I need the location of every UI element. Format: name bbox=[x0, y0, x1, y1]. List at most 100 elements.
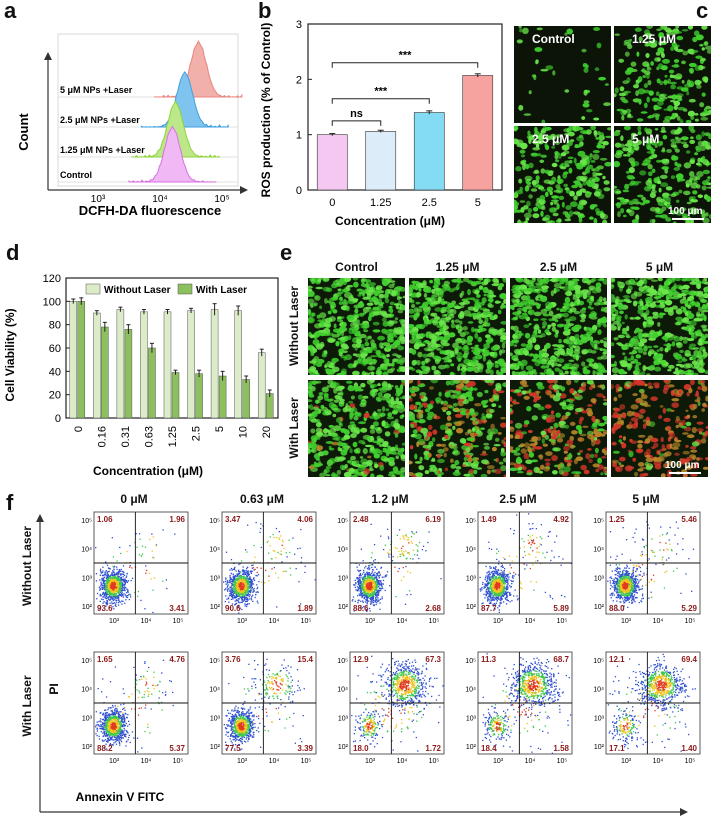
histogram-label-0: 5 μM NPs +Laser bbox=[60, 85, 133, 95]
ytick-d-4: 80 bbox=[49, 320, 61, 332]
xtick-f-1-4-2: 10⁵ bbox=[685, 758, 696, 764]
ytick-f-0-2-3: 10⁵ bbox=[337, 518, 348, 525]
ytick-f-0-1-3: 10⁵ bbox=[209, 518, 220, 525]
histogram-0 bbox=[154, 40, 243, 98]
xtick-f-1-0-1: 10⁴ bbox=[141, 758, 152, 764]
micrograph-e-1-1 bbox=[409, 380, 506, 477]
bar-viability-1-8 bbox=[265, 393, 274, 419]
xtick-f-0-4-0: 10³ bbox=[621, 618, 632, 624]
ytick-d-3: 60 bbox=[49, 343, 61, 355]
quadrant-ul-0-1: 3.47 bbox=[225, 515, 241, 524]
xtick-f-1-3-2: 10⁵ bbox=[557, 758, 568, 764]
quadrant-ur-0-3: 4.92 bbox=[553, 515, 569, 524]
ytick-f-1-4-1: 10³ bbox=[594, 715, 605, 722]
x-tick-2: 10⁵ bbox=[214, 194, 229, 205]
quadrant-ll-1-1: 77.5 bbox=[225, 744, 241, 753]
micrograph-c-label-2: 2.5 μM bbox=[532, 132, 570, 146]
micrograph-c-label-3: 5 μM bbox=[632, 132, 660, 146]
legend-swatch-1 bbox=[177, 283, 193, 295]
ytick-b-1: 1 bbox=[296, 130, 302, 142]
xtick-f-1-1-1: 10⁴ bbox=[269, 758, 280, 764]
bar-viability-0-7 bbox=[234, 310, 242, 419]
micrograph-e-0-0 bbox=[308, 278, 405, 375]
ytick-f-1-0-3: 10⁵ bbox=[81, 658, 92, 665]
quadrant-lr-0-2: 2.68 bbox=[425, 604, 441, 613]
quadrant-lr-1-1: 3.39 bbox=[297, 744, 313, 753]
xtick-f-0-0-1: 10⁴ bbox=[141, 618, 152, 624]
xtick-f-1-2-0: 10³ bbox=[365, 758, 376, 764]
micrograph-c-label-0: Control bbox=[532, 32, 575, 46]
quadrant-lr-0-3: 5.89 bbox=[553, 604, 569, 613]
xtick-f-1-1-2: 10⁵ bbox=[301, 758, 312, 764]
col-header-e-1: 1.25 μM bbox=[435, 260, 480, 274]
ytick-f-1-2-3: 10⁵ bbox=[337, 658, 348, 665]
ytick-f-0-1-1: 10³ bbox=[210, 575, 221, 582]
ytick-f-0-2-2: 10⁴ bbox=[337, 547, 348, 554]
quadrant-ul-1-1: 3.76 bbox=[225, 655, 241, 664]
histogram-label-1: 2.5 μM NPs +Laser bbox=[60, 115, 140, 125]
quadrant-ur-0-4: 5.46 bbox=[681, 515, 697, 524]
ylabel-ros: ROS production (% of Control) bbox=[259, 23, 273, 198]
xtick-f-0-2-1: 10⁴ bbox=[397, 618, 408, 624]
xtick-f-1-2-1: 10⁴ bbox=[397, 758, 408, 764]
histogram-1 bbox=[140, 71, 229, 128]
ytick-f-1-4-2: 10⁴ bbox=[593, 687, 604, 694]
xtick-f-1-4-1: 10⁴ bbox=[653, 758, 664, 764]
xtick-d-4: 1.25 bbox=[167, 426, 179, 447]
panel-label-d: d bbox=[6, 240, 20, 265]
xtick-f-1-0-2: 10⁵ bbox=[173, 758, 184, 764]
xtick-f-0-3-2: 10⁵ bbox=[557, 618, 568, 624]
sig-label-2: *** bbox=[399, 50, 413, 62]
bar-viability-1-0 bbox=[77, 301, 86, 419]
ytick-f-0-3-2: 10⁴ bbox=[465, 547, 476, 554]
legend-label-0: Without Laser bbox=[104, 285, 171, 296]
ytick-f-0-4-3: 10⁵ bbox=[593, 518, 604, 525]
ytick-f-0-4-2: 10⁴ bbox=[593, 547, 604, 554]
histogram-2 bbox=[131, 100, 220, 158]
xlabel-annexin: Annexin V FITC bbox=[76, 790, 165, 804]
ylabel-viability: Cell Viability (%) bbox=[3, 308, 17, 401]
xtick-f-0-3-0: 10³ bbox=[493, 618, 504, 624]
sig-label-0: ns bbox=[350, 108, 363, 120]
xtick-f-0-4-1: 10⁴ bbox=[653, 618, 664, 624]
quadrant-ul-1-2: 12.9 bbox=[353, 655, 369, 664]
bar-viability-1-2 bbox=[124, 329, 133, 419]
xtick-b-1: 1.25 bbox=[370, 197, 391, 209]
quadrant-ur-1-4: 69.4 bbox=[681, 655, 697, 664]
bar-viability-0-3 bbox=[140, 311, 148, 419]
quadrant-lr-1-0: 5.37 bbox=[169, 744, 185, 753]
xtick-f-0-1-0: 10³ bbox=[237, 618, 248, 624]
ytick-f-1-1-3: 10⁵ bbox=[209, 658, 220, 665]
bar-viability-1-1 bbox=[101, 326, 109, 419]
col-header-f-2: 1.2 μM bbox=[371, 492, 409, 506]
quadrant-ll-0-0: 93.6 bbox=[97, 604, 113, 613]
ytick-f-1-2-2: 10⁴ bbox=[337, 687, 348, 694]
ytick-f-0-0-1: 10³ bbox=[82, 575, 93, 582]
flow-axes-f: PI Annexin V FITC bbox=[36, 514, 688, 816]
sig-bracket-2 bbox=[331, 62, 479, 68]
ylabel-pi: PI bbox=[47, 683, 61, 694]
micrograph-c-label-1: 1.25 μM bbox=[632, 32, 677, 46]
quadrant-lr-0-1: 1.89 bbox=[297, 604, 313, 613]
xtick-d-0: 0 bbox=[73, 426, 85, 432]
ytick-f-1-0-0: 10² bbox=[82, 744, 93, 751]
bar-viability-1-6 bbox=[218, 375, 227, 419]
ytick-b-3: 3 bbox=[296, 19, 302, 31]
xtick-d-1: 0.16 bbox=[96, 426, 108, 447]
quadrant-ll-0-1: 90.6 bbox=[225, 604, 241, 613]
quadrant-ul-0-4: 1.25 bbox=[609, 515, 625, 524]
sig-bracket-0 bbox=[331, 120, 382, 126]
bar-ros-2 bbox=[413, 112, 445, 191]
bar-viability-1-4 bbox=[171, 372, 180, 419]
bar-ros-0 bbox=[316, 134, 348, 191]
panel-label-b: b bbox=[258, 0, 272, 23]
quadrant-lr-1-4: 1.40 bbox=[681, 744, 697, 753]
micrograph-e-0-2 bbox=[510, 278, 607, 375]
micrograph-e-1-0 bbox=[308, 380, 405, 477]
col-header-f-4: 5 μM bbox=[632, 492, 660, 506]
xtick-f-0-0-2: 10⁵ bbox=[173, 618, 184, 624]
xtick-d-7: 10 bbox=[238, 426, 250, 438]
axis-label-dcfh: DCFH-DA fluorescence bbox=[79, 203, 222, 218]
ytick-d-6: 120 bbox=[43, 273, 61, 285]
xtick-d-6: 5 bbox=[214, 426, 226, 432]
